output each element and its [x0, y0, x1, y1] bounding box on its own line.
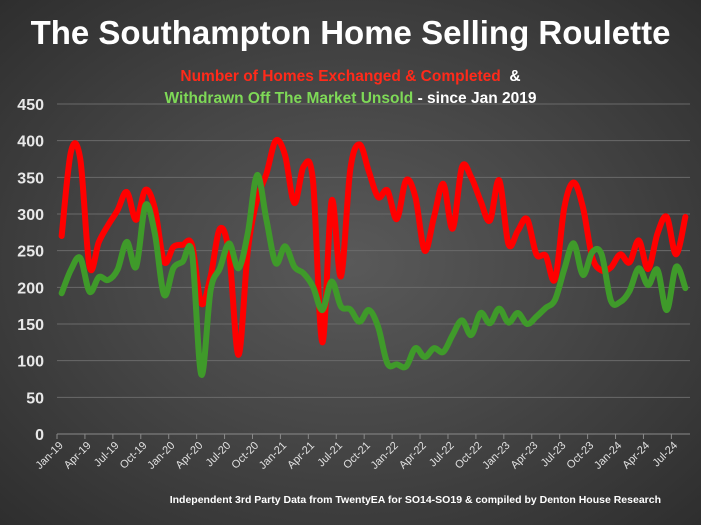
x-tick-label: Oct-19	[118, 440, 150, 472]
y-tick-label: 150	[17, 317, 44, 334]
y-tick-label: 350	[17, 170, 44, 187]
x-tick-label: Apr-23	[509, 440, 541, 472]
subtitle-line-2: Withdrawn Off The Market Unsold - since …	[0, 90, 701, 108]
x-tick-label: Oct-21	[341, 440, 373, 472]
y-tick-label: 200	[17, 280, 44, 297]
y-tick-label: 250	[17, 244, 44, 261]
x-tick-label: Jan-20	[145, 440, 177, 472]
x-tick-label: Jul-23	[539, 440, 569, 470]
x-tick-label: Oct-22	[453, 440, 485, 472]
legend-withdrawn: Withdrawn Off The Market Unsold	[164, 90, 414, 107]
x-tick-label: Jul-24	[650, 440, 680, 470]
x-tick-label: Jul-19	[92, 440, 122, 470]
x-tick-label: Jan-21	[257, 440, 289, 472]
y-tick-label: 50	[26, 390, 44, 407]
legend-completed: Number of Homes Exchanged & Completed	[180, 68, 501, 85]
x-tick-label: Apr-22	[397, 440, 429, 472]
x-tick-label: Apr-24	[620, 440, 652, 472]
y-tick-label: 450	[17, 97, 44, 114]
x-tick-label: Jul-21	[315, 440, 345, 470]
x-tick-label: Jan-23	[480, 440, 512, 472]
x-tick-label: Apr-20	[174, 440, 206, 472]
chart-title: The Southampton Home Selling Roulette	[30, 14, 671, 51]
x-tick-label: Jul-22	[427, 440, 457, 470]
y-tick-label: 300	[17, 207, 44, 224]
series-line-completed	[58, 136, 689, 358]
subtitle-since: - since Jan 2019	[417, 90, 537, 107]
subtitle-line-1: Number of Homes Exchanged & Completed &	[0, 68, 701, 86]
x-tick-label: Jul-20	[204, 440, 234, 470]
series-line-withdrawn	[58, 172, 689, 378]
x-tick-label: Apr-19	[62, 440, 94, 472]
x-tick-label: Jan-22	[369, 440, 401, 472]
footer-source: Independent 3rd Party Data from TwentyEA…	[169, 494, 661, 506]
x-tick-label: Jan-19	[34, 440, 66, 472]
x-tick-label: Oct-23	[565, 440, 597, 472]
y-tick-label: 0	[35, 427, 44, 444]
x-tick-label: Jan-24	[592, 440, 624, 472]
y-tick-label: 100	[17, 354, 44, 371]
x-tick-label: Apr-21	[285, 440, 317, 472]
x-tick-label: Oct-20	[229, 440, 261, 472]
subtitle-ampersand: &	[509, 68, 521, 85]
y-tick-label: 400	[17, 134, 44, 151]
